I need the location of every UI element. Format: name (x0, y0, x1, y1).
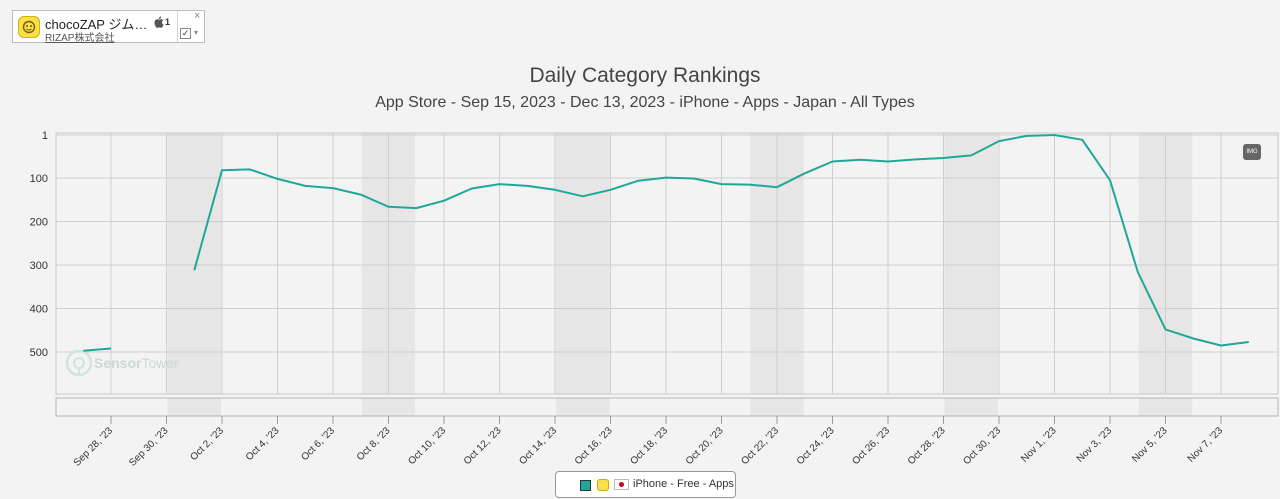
x-tick-label: Oct 18, '23 (628, 425, 670, 467)
x-tick-label: Oct 10, '23 (406, 425, 448, 467)
navigator-weekend-band (944, 398, 998, 416)
app-name[interactable]: chocoZAP ジム… (45, 17, 148, 32)
y-tick-label: 400 (30, 304, 48, 316)
x-tick-label: Oct 2, '23 (188, 425, 226, 463)
close-icon[interactable]: × (194, 10, 201, 22)
x-tick-label: Nov 7, '23 (1186, 425, 1226, 465)
x-tick-label: Oct 16, '23 (573, 425, 615, 467)
x-tick-label: Oct 22, '23 (739, 425, 781, 467)
y-tick-label: 500 (30, 347, 48, 359)
chart-subtitle: App Store - Sep 15, 2023 - Dec 13, 2023 … (375, 94, 915, 111)
y-tick-label: 100 (30, 173, 48, 185)
legend-label[interactable]: iPhone - Free - Apps (633, 478, 734, 490)
export-image-button[interactable]: IMG (1243, 144, 1261, 160)
weekend-band (944, 133, 998, 394)
developer-link[interactable]: RIZAP株式会社 (45, 33, 115, 44)
apple-icon (154, 15, 164, 33)
legend[interactable]: iPhone - Free - Apps (555, 471, 736, 498)
x-tick-label: Oct 4, '23 (244, 425, 282, 463)
x-tick-label: Nov 5, '23 (1130, 425, 1170, 465)
navigator-frame (55, 397, 1279, 417)
x-tick-label: Nov 1, '23 (1019, 425, 1059, 465)
rank-badge: 1 (165, 17, 171, 27)
x-tick-label: Oct 24, '23 (795, 425, 837, 467)
svg-text:SensorTower: SensorTower (94, 355, 179, 371)
card-divider (177, 11, 178, 42)
weekend-band (167, 133, 221, 394)
plot-area (56, 133, 1278, 394)
navigator-weekend-band (750, 398, 804, 416)
app-card[interactable]: chocoZAP ジム… RIZAP株式会社 1 × ✓ ▾ (12, 10, 205, 44)
x-tick-label: Oct 14, '23 (517, 425, 559, 467)
watermark-text-a: Sensor (94, 355, 142, 371)
visibility-checkbox[interactable]: ✓ (180, 28, 191, 39)
navigator-weekend-band (167, 398, 221, 416)
legend-app-icon (597, 479, 609, 491)
x-tick-label: Nov 3, '23 (1075, 425, 1115, 465)
x-tick-label: Sep 30, '23 (127, 425, 171, 469)
plot-border (55, 132, 1279, 395)
x-tick-label: Oct 28, '23 (906, 425, 948, 467)
weekend-band (556, 133, 610, 394)
y-tick-label: 300 (30, 260, 48, 272)
y-tick-label: 1 (42, 130, 48, 142)
x-tick-label: Oct 20, '23 (684, 425, 726, 467)
navigator-weekend-band (556, 398, 610, 416)
x-tick-label: Sep 28, '23 (72, 425, 116, 469)
navigator-weekend-band (361, 398, 416, 416)
app-logo-icon (18, 16, 40, 38)
chart-title: Daily Category Rankings (529, 64, 761, 87)
y-tick-label: 200 (30, 217, 48, 229)
series-line (193, 134, 1249, 347)
sensortower-watermark: SensorTower (65, 349, 179, 377)
x-tick-label: Oct 8, '23 (355, 425, 393, 463)
legend-swatch[interactable] (580, 480, 591, 491)
series-line (83, 347, 112, 352)
japan-flag-icon (614, 479, 629, 490)
x-tick-label: Oct 12, '23 (462, 425, 504, 467)
watermark-text-b: Tower (141, 355, 179, 371)
x-tick-label: Oct 6, '23 (299, 425, 337, 463)
chevron-down-icon[interactable]: ▾ (194, 28, 199, 37)
x-tick-label: Oct 26, '23 (850, 425, 892, 467)
navigator-weekend-band (1138, 398, 1193, 416)
x-tick-label: Oct 30, '23 (961, 425, 1003, 467)
